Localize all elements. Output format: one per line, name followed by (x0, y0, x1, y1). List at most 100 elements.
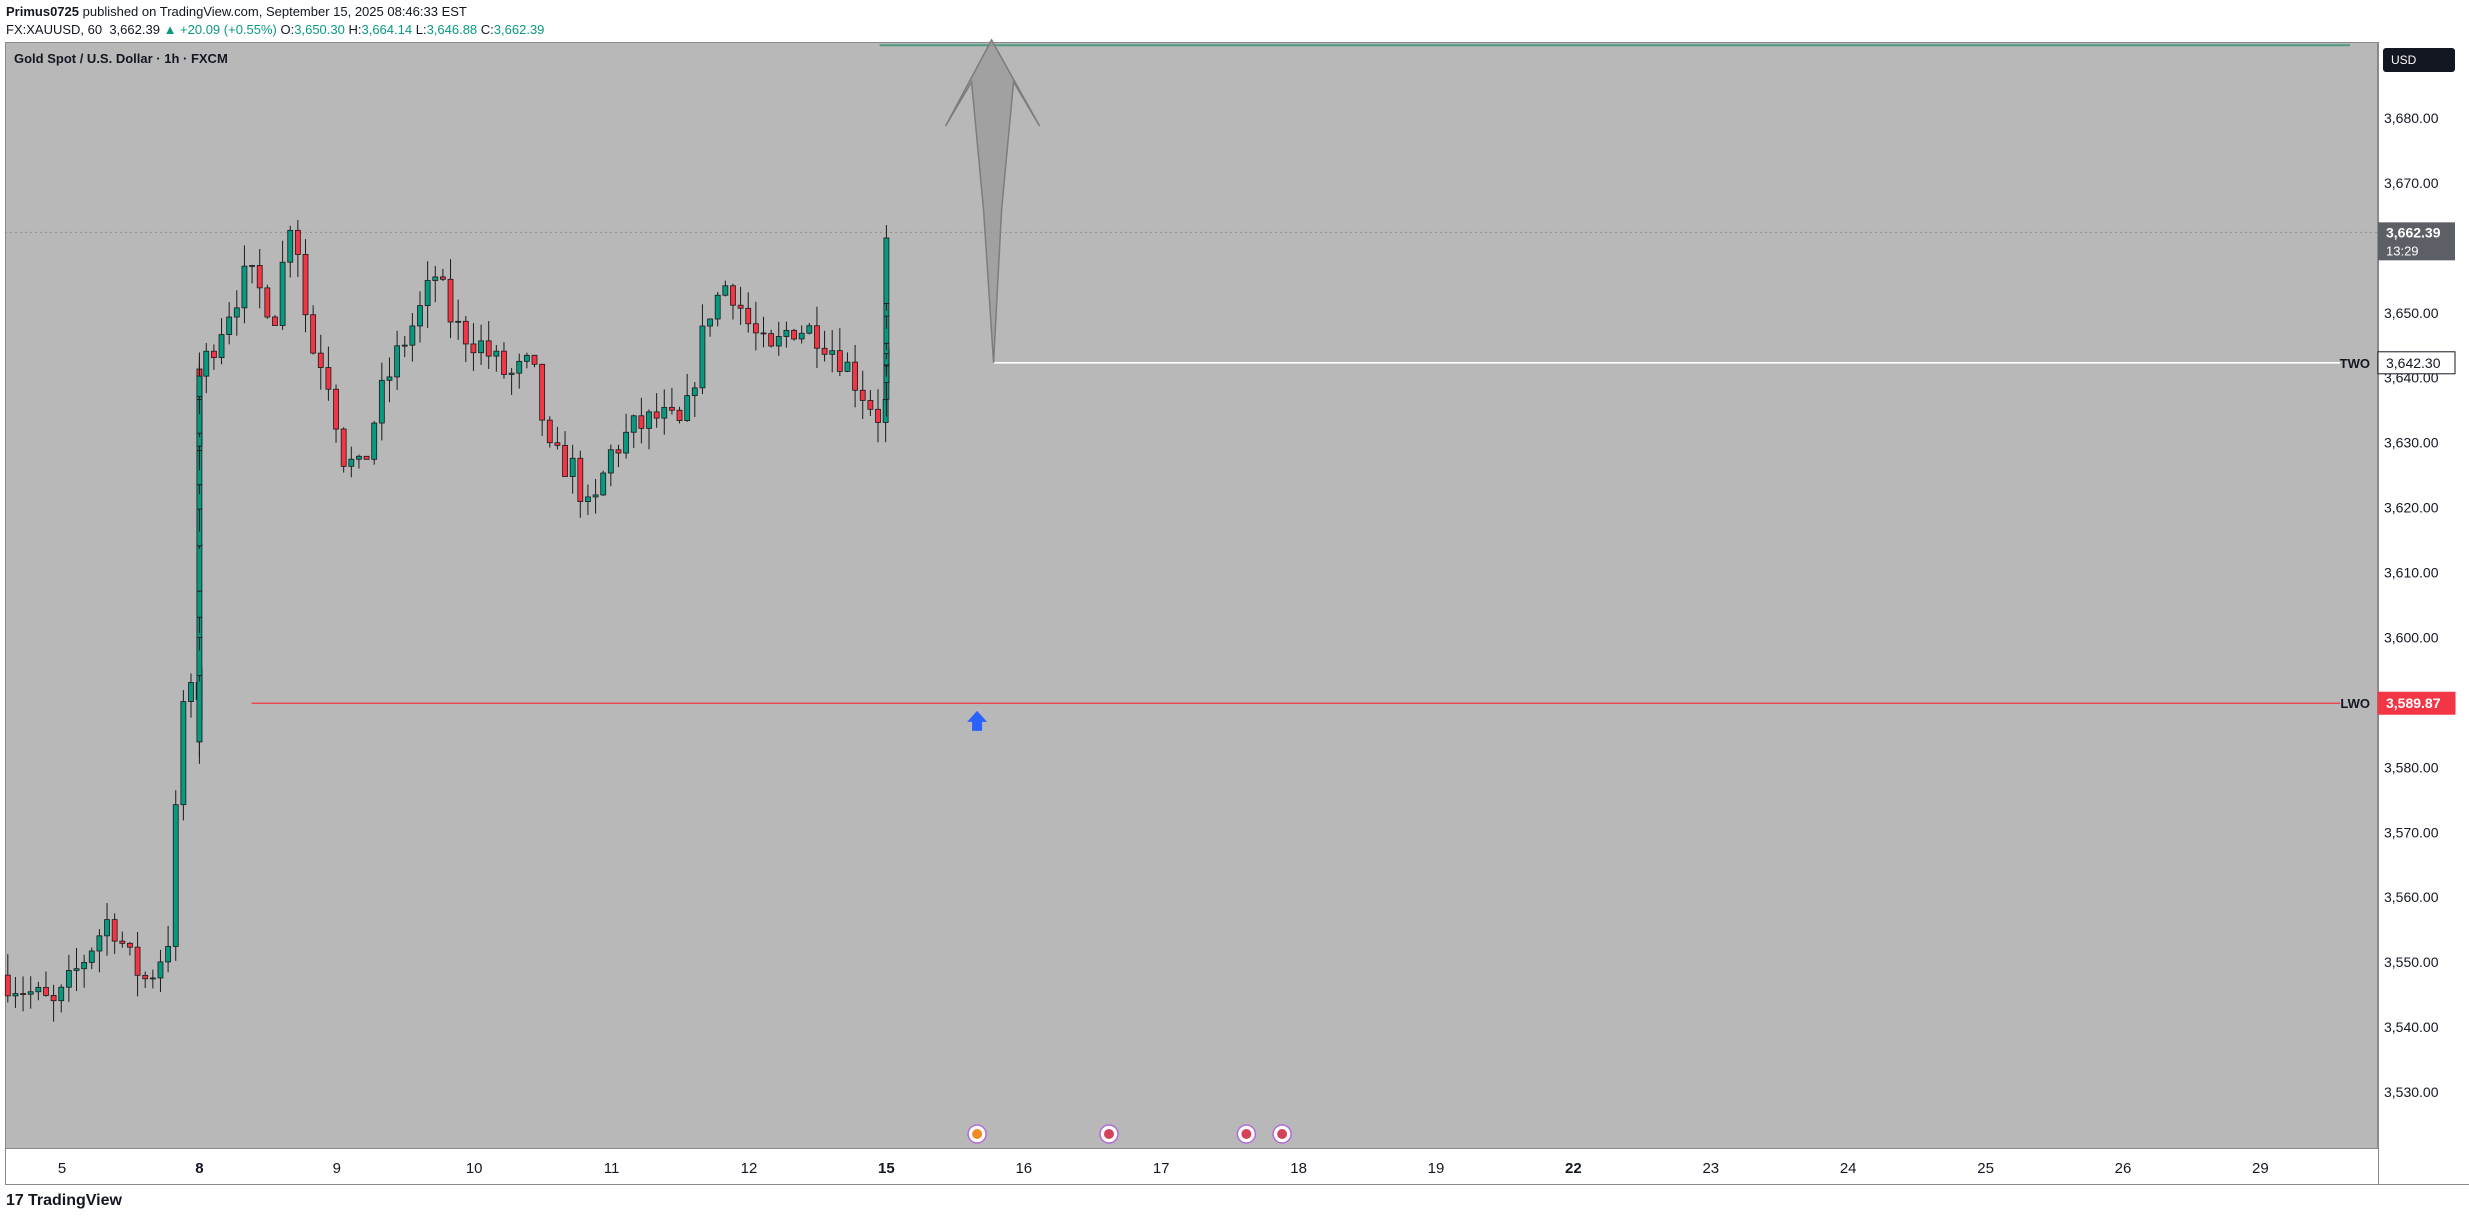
candle-down (760, 332, 767, 335)
candle-down (836, 350, 843, 372)
level-name-two: TWO (2340, 356, 2370, 371)
candle (859, 370, 866, 419)
y-tick-label: 3,670.00 (2384, 175, 2439, 191)
candle-down (814, 325, 820, 349)
candle (165, 925, 172, 973)
candle (279, 240, 286, 330)
candle-up (684, 395, 691, 421)
candle (348, 446, 355, 478)
candle-down (470, 343, 477, 354)
candle-up (585, 496, 591, 502)
publish-line: Primus0725 published on TradingView.com,… (6, 4, 467, 19)
candle (440, 268, 446, 282)
candle-up (196, 375, 203, 397)
level-badge-two (2377, 351, 2456, 375)
candle-up (157, 961, 164, 979)
candle-up (188, 682, 194, 702)
last-price-label: 3,662.39 (2386, 224, 2441, 240)
open-label: O: (280, 22, 295, 37)
candle (226, 302, 233, 345)
candle-up (844, 361, 851, 372)
y-tick-label: 3,580.00 (2384, 759, 2439, 775)
candle (104, 903, 110, 956)
x-tick-label: 8 (195, 1160, 203, 1177)
candle (58, 984, 65, 1013)
candle-down (264, 287, 271, 318)
candle-up (592, 494, 599, 498)
y-tick-label: 3,530.00 (2384, 1084, 2439, 1100)
candle-down (363, 455, 370, 460)
candle (432, 265, 439, 303)
candle-up (104, 919, 110, 937)
candle (699, 304, 706, 395)
candle-up (882, 398, 889, 423)
candle-down (310, 314, 317, 354)
candle (4, 954, 11, 1003)
candle-up (783, 329, 790, 337)
x-tick-label: 24 (1840, 1160, 1857, 1177)
candle-up (478, 340, 484, 354)
y-axis-layer: 3,530.00 3,540.00 3,550.00 3,560.00 3,570.00… (2377, 110, 2456, 1100)
y-tick-label: 3,620.00 (2384, 500, 2439, 516)
candle (600, 470, 607, 496)
candle-down (875, 408, 881, 423)
candle-up (96, 935, 103, 952)
candle (821, 330, 828, 362)
candle-down (562, 444, 568, 477)
candle-up (233, 307, 240, 318)
candle (455, 299, 462, 340)
candle (615, 444, 622, 468)
candle-down (752, 323, 759, 334)
candle (233, 290, 240, 336)
candle-up (699, 325, 706, 389)
candle (180, 690, 187, 821)
candle-up (196, 590, 203, 618)
candle (27, 976, 34, 1009)
candle (646, 409, 652, 450)
candle (88, 947, 95, 970)
x-tick-label: 12 (741, 1160, 758, 1177)
level-badge-lwo (2377, 691, 2456, 715)
candle-down (447, 278, 454, 323)
candle (516, 353, 523, 389)
candle (196, 671, 203, 764)
candle-up (386, 376, 393, 381)
symbol-label[interactable]: FX:XAUUSD, 60 (6, 22, 103, 37)
chart-plot-area[interactable] (5, 42, 2378, 1149)
candle (836, 328, 843, 377)
candle (218, 318, 225, 365)
candle-up (883, 237, 890, 304)
candle (638, 397, 645, 444)
candle-up (371, 422, 378, 460)
up-arrow-marker-icon (967, 710, 988, 731)
us-economic-event-icon (1099, 1124, 1119, 1144)
candle-up (409, 325, 416, 346)
candle (43, 971, 49, 997)
x-tick-label: 25 (1977, 1160, 1994, 1177)
candle-up (798, 332, 805, 340)
x-tick-label: 18 (1290, 1160, 1307, 1177)
candle-down (737, 304, 744, 309)
candle-up (432, 276, 439, 281)
candle (768, 329, 775, 348)
x-tick-label: 26 (2115, 1160, 2132, 1177)
candle-down (554, 442, 561, 446)
y-tick-label: 3,680.00 (2384, 110, 2439, 126)
x-tick-label: 23 (1702, 1160, 1719, 1177)
candle-up (455, 320, 462, 323)
candle (775, 321, 782, 356)
publisher-name[interactable]: Primus0725 (6, 4, 79, 19)
candle (592, 478, 599, 514)
event-icon-core (1277, 1129, 1288, 1139)
tradingview-logo-icon: 17 (6, 1192, 24, 1209)
earnings-event-icon (967, 1124, 987, 1144)
tradingview-brand[interactable]: 17 TradingView (6, 1192, 122, 1210)
candle-up (196, 543, 203, 592)
time-axis[interactable] (5, 1149, 2378, 1185)
candle (684, 373, 691, 422)
currency-button[interactable]: USD (2383, 48, 2455, 72)
candle (844, 352, 851, 373)
candle (722, 280, 729, 297)
candle (363, 455, 370, 460)
